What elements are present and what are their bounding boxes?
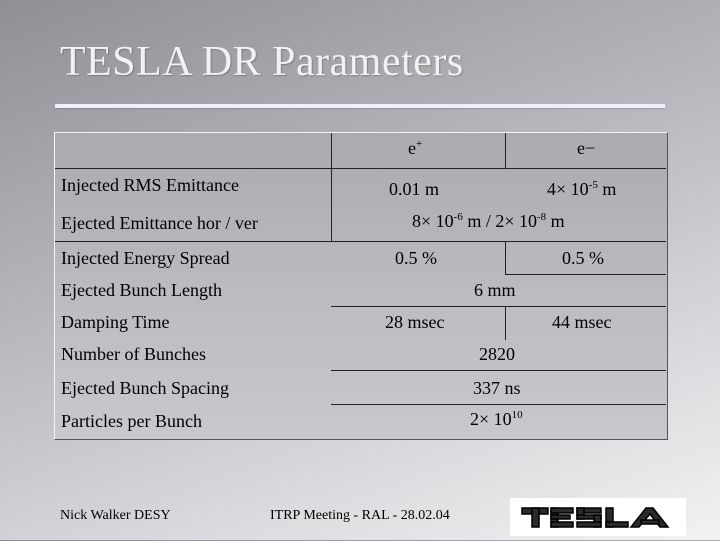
grid-line — [331, 370, 666, 371]
shared-value: 6 mm — [474, 280, 516, 300]
row-label: Number of Bunches — [61, 344, 206, 364]
row-label: Damping Time — [61, 312, 170, 332]
row-label: Ejected Emittance hor / ver — [61, 213, 258, 233]
e-plus-value: 28 msec — [385, 312, 445, 332]
e-minus-value: 44 msec — [552, 312, 612, 332]
e-minus-value: 0.5 % — [562, 248, 604, 268]
grid-line — [505, 306, 506, 340]
row-label: Ejected Bunch Spacing — [61, 378, 229, 398]
parameters-table — [54, 132, 668, 440]
grid-line — [331, 133, 332, 241]
shared-value: 337 ns — [473, 378, 521, 398]
row-label: Ejected Bunch Length — [61, 280, 222, 300]
shared-value: 2× 1010 — [470, 409, 523, 429]
grid-line — [505, 133, 506, 169]
tesla-logo — [510, 498, 686, 536]
grid-line — [331, 404, 666, 405]
shared-value: 2820 — [479, 344, 515, 364]
tesla-logo-graphic — [518, 504, 678, 530]
slide-title: TESLA DR Parameters — [60, 39, 464, 85]
column-header-e-plus: e+ — [408, 138, 423, 158]
row-label: Injected Energy Spread — [61, 248, 230, 268]
column-header-e-minus: e− — [577, 138, 596, 158]
title-underline — [55, 104, 665, 108]
grid-line — [505, 274, 666, 275]
grid-line — [55, 168, 666, 169]
footer-meeting: ITRP Meeting - RAL - 28.02.04 — [270, 508, 450, 523]
grid-line — [331, 241, 666, 242]
row-label: Particles per Bunch — [61, 411, 202, 431]
grid-line — [55, 241, 331, 242]
row-label: Injected RMS Emittance — [61, 175, 239, 195]
footer-author: Nick Walker DESY — [60, 508, 171, 523]
shared-value: 8× 10-6 m / 2× 10-8 m — [412, 211, 565, 231]
grid-line — [505, 241, 506, 275]
e-minus-value: 4× 10-5 m — [547, 179, 617, 199]
grid-line — [331, 306, 666, 307]
e-plus-value: 0.01 m — [389, 179, 440, 199]
e-plus-value: 0.5 % — [395, 248, 437, 268]
